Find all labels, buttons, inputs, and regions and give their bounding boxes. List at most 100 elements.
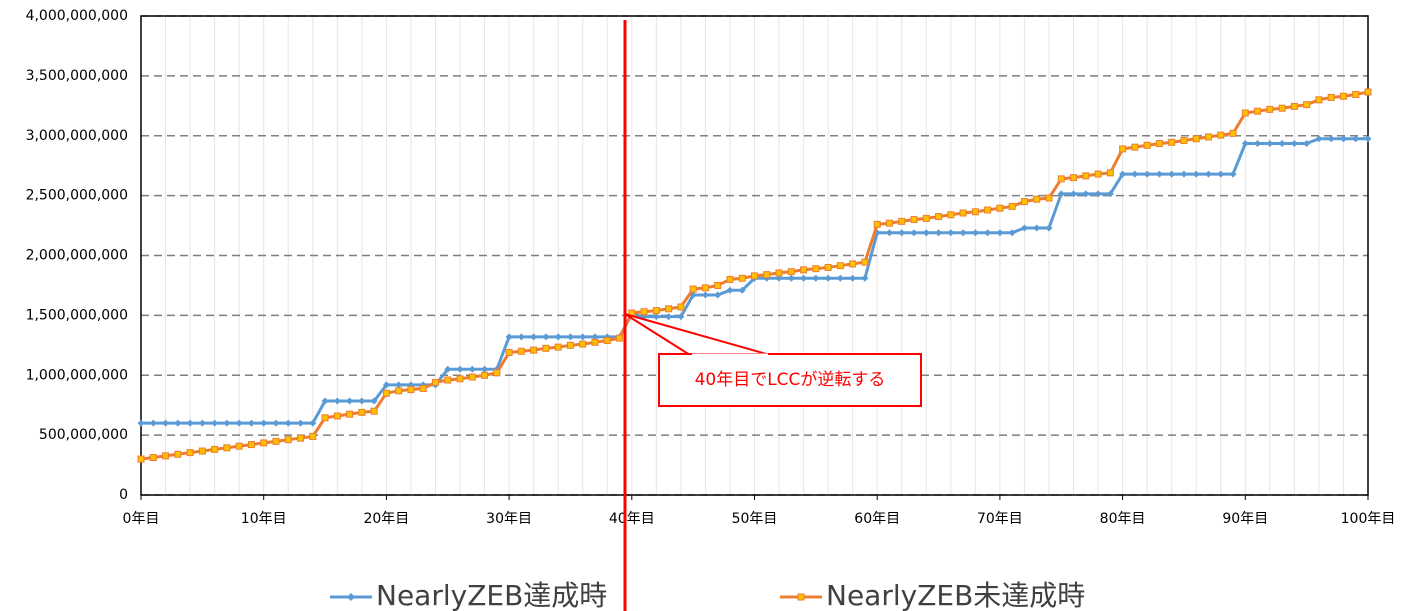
x-tick-label: 80年目 xyxy=(1100,511,1146,527)
marker xyxy=(910,229,918,237)
marker xyxy=(1266,140,1274,148)
marker xyxy=(1364,135,1372,143)
marker xyxy=(382,381,390,389)
marker xyxy=(787,274,795,282)
marker xyxy=(542,333,550,341)
marker xyxy=(370,407,378,415)
marker xyxy=(1339,92,1347,100)
marker xyxy=(211,445,219,453)
marker xyxy=(1143,141,1151,149)
marker xyxy=(726,275,734,283)
marker xyxy=(235,442,243,450)
marker xyxy=(1119,145,1127,153)
marker xyxy=(1094,170,1102,178)
marker xyxy=(149,419,157,427)
marker xyxy=(321,397,329,405)
marker xyxy=(346,410,354,418)
marker xyxy=(935,229,943,237)
marker xyxy=(1352,135,1360,143)
marker xyxy=(247,441,255,449)
marker xyxy=(297,419,305,427)
marker xyxy=(836,274,844,282)
marker xyxy=(1131,170,1139,178)
marker xyxy=(947,211,955,219)
marker xyxy=(689,285,697,293)
x-tick-label: 20年目 xyxy=(363,511,409,527)
plot xyxy=(137,88,1372,463)
marker xyxy=(235,419,243,427)
marker xyxy=(1131,143,1139,151)
marker xyxy=(1106,169,1114,177)
marker xyxy=(1180,137,1188,145)
marker xyxy=(260,419,268,427)
y-tick-label: 0 xyxy=(119,487,128,503)
marker xyxy=(1217,131,1225,139)
marker xyxy=(1278,104,1286,112)
marker xyxy=(1290,140,1298,148)
marker xyxy=(738,286,746,294)
marker xyxy=(211,419,219,427)
marker xyxy=(162,419,170,427)
marker xyxy=(1020,198,1028,206)
marker xyxy=(358,408,366,416)
y-tick-label: 3,500,000,000 xyxy=(26,68,128,84)
marker xyxy=(542,344,550,352)
marker xyxy=(174,419,182,427)
marker xyxy=(1082,172,1090,180)
grid: 0 500,000,000 1,000,000,000 1,500,000,000 2,… xyxy=(26,8,1396,527)
marker xyxy=(763,271,771,279)
marker xyxy=(861,258,869,266)
marker xyxy=(505,348,513,356)
marker xyxy=(1204,133,1212,141)
marker xyxy=(1339,135,1347,143)
marker xyxy=(481,371,489,379)
marker xyxy=(579,333,587,341)
marker xyxy=(1045,194,1053,202)
marker xyxy=(1254,140,1262,148)
x-tick-label: 90年目 xyxy=(1222,511,1268,527)
marker xyxy=(419,384,427,392)
marker xyxy=(1033,195,1041,203)
marker xyxy=(922,214,930,222)
x-tick-label: 10年目 xyxy=(241,511,287,527)
marker xyxy=(1155,170,1163,178)
y-tick-label: 1,000,000,000 xyxy=(26,367,128,383)
marker xyxy=(1303,101,1311,109)
marker xyxy=(1290,102,1298,110)
marker xyxy=(137,455,145,463)
marker xyxy=(468,373,476,381)
marker xyxy=(714,291,722,299)
marker xyxy=(444,376,452,384)
marker xyxy=(603,337,611,345)
marker xyxy=(898,217,906,225)
marker xyxy=(775,269,783,277)
marker xyxy=(849,260,857,268)
marker xyxy=(493,369,501,377)
marker xyxy=(395,381,403,389)
marker xyxy=(1143,170,1151,178)
marker xyxy=(935,213,943,221)
marker xyxy=(505,333,513,341)
x-tick-label: 60年目 xyxy=(854,511,900,527)
marker xyxy=(1278,140,1286,148)
marker xyxy=(554,333,562,341)
marker xyxy=(321,414,329,422)
marker xyxy=(579,340,587,348)
marker xyxy=(984,206,992,214)
x-tick-label: 50年目 xyxy=(732,511,778,527)
marker xyxy=(309,432,317,440)
marker xyxy=(1241,140,1249,148)
marker xyxy=(554,343,562,351)
marker xyxy=(223,444,231,452)
marker xyxy=(1008,202,1016,210)
marker xyxy=(1266,105,1274,113)
marker xyxy=(149,454,157,462)
marker xyxy=(1192,170,1200,178)
marker xyxy=(1217,170,1225,178)
marker xyxy=(1070,174,1078,182)
marker xyxy=(1352,90,1360,98)
marker xyxy=(137,419,145,427)
legend-marker xyxy=(347,593,355,601)
marker xyxy=(1168,138,1176,146)
